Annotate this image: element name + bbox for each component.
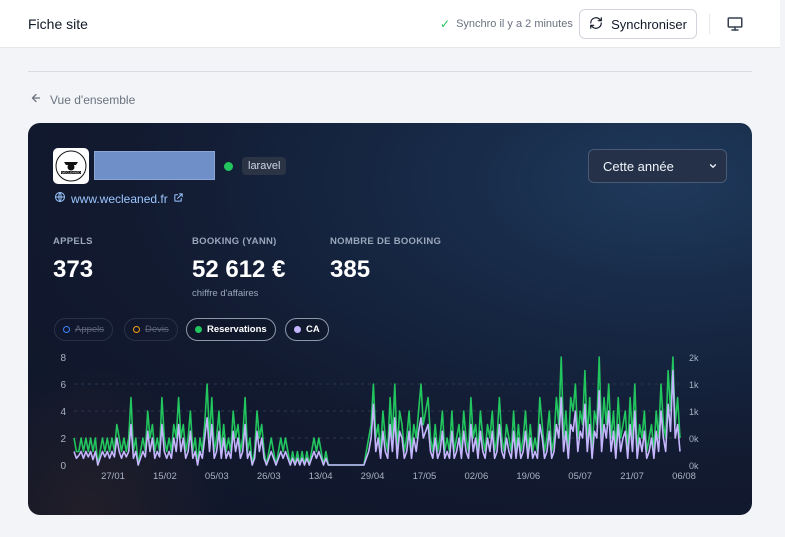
legend-label: Appels: [75, 324, 105, 335]
site-url-link[interactable]: www.wecleaned.fr: [54, 191, 184, 206]
y-tick-label: 6: [60, 380, 66, 391]
x-tick-label: 21/07: [620, 471, 644, 482]
external-link-icon: [173, 192, 184, 206]
page-title: Fiche site: [28, 16, 88, 32]
y2-tick-label: 1k: [689, 380, 699, 390]
site-name-redacted: [94, 151, 215, 180]
y2-tick-label: 1k: [689, 407, 699, 417]
stat-sublabel: chiffre d'affaires: [192, 288, 259, 299]
x-tick-label: 13/04: [309, 471, 333, 482]
legend-dot-icon: [133, 326, 140, 333]
sync-status-text: Synchro il y a 2 minutes: [456, 18, 573, 30]
activity-chart: 0 2 4 6 8 0k 0k 1k 1k 2k 27/01 15/02 05/03 26/03 13/04…: [60, 353, 699, 482]
stat-value: 52 612 €: [192, 256, 286, 283]
legend-label: Reservations: [207, 324, 267, 335]
x-tick-label: 02/06: [464, 471, 488, 482]
y2-tick-label: 0k: [689, 434, 699, 444]
y2-tick-label: 0k: [689, 461, 699, 471]
chevron-down-icon: [708, 159, 718, 174]
section-divider: [28, 71, 752, 72]
x-tick-label: 15/02: [153, 471, 177, 482]
legend-toggle-ca[interactable]: CA: [285, 318, 329, 341]
divider: [709, 14, 710, 34]
status-dot: [224, 162, 233, 171]
legend-label: Devis: [145, 324, 169, 335]
x-tick-label: 05/07: [568, 471, 592, 482]
stat-nombre-booking: NOMBRE DE BOOKING 385: [330, 236, 441, 284]
stat-label: APPELS: [53, 236, 93, 247]
legend-toggle-reservations[interactable]: Reservations: [186, 318, 276, 341]
y-tick-label: 0: [60, 461, 66, 472]
check-icon: ✓: [440, 17, 451, 31]
legend-toggle-appels[interactable]: Appels: [54, 318, 114, 341]
y-tick-label: 2: [60, 434, 66, 445]
period-select-value: Cette année: [603, 158, 674, 174]
x-tick-label: 19/06: [516, 471, 540, 482]
refresh-icon: [589, 16, 603, 33]
stat-appels: APPELS 373: [53, 236, 93, 284]
x-tick-label: 29/04: [361, 471, 385, 482]
y-tick-label: 8: [60, 353, 66, 364]
period-select[interactable]: Cette année: [588, 149, 727, 183]
stat-value: 385: [330, 256, 371, 283]
y2-tick-label: 2k: [689, 353, 699, 363]
series-line-ca: [73, 369, 681, 466]
legend-dot-icon: [195, 326, 202, 333]
arrow-left-icon: [30, 92, 42, 107]
x-tick-label: 05/03: [205, 471, 229, 482]
synchroniser-label: Synchroniser: [611, 16, 687, 32]
stat-value: 373: [53, 256, 94, 283]
site-url: www.wecleaned.fr: [71, 191, 168, 206]
legend-toggle-devis[interactable]: Devis: [124, 318, 178, 341]
scrollbar[interactable]: [780, 0, 785, 537]
synchroniser-button[interactable]: Synchroniser: [579, 9, 697, 39]
x-tick-label: 27/01: [101, 471, 125, 482]
framework-badge: laravel: [242, 157, 287, 175]
sync-status: ✓ Synchro il y a 2 minutes: [440, 17, 573, 31]
stat-label: BOOKING (YANN): [192, 236, 277, 247]
back-link[interactable]: Vue d'ensemble: [30, 92, 135, 107]
back-link-label: Vue d'ensemble: [50, 92, 136, 107]
globe-icon: [54, 191, 66, 206]
site-logo: WECLEANED: [53, 148, 89, 184]
stat-booking: BOOKING (YANN) 52 612 € chiffre d'affair…: [192, 236, 285, 299]
series-line-reservations: [73, 356, 681, 466]
legend-dot-icon: [294, 326, 301, 333]
logo-text: WECLEANED: [61, 171, 81, 175]
x-tick-label: 26/03: [257, 471, 281, 482]
stat-label: NOMBRE DE BOOKING: [330, 236, 442, 247]
site-card: WECLEANED laravel www.wecleaned.fr Cette…: [28, 123, 752, 515]
monitor-icon[interactable]: [726, 15, 744, 33]
x-tick-label: 17/05: [413, 471, 437, 482]
top-bar: Fiche site ✓ Synchro il y a 2 minutes Sy…: [0, 0, 780, 48]
legend-dot-icon: [63, 326, 70, 333]
x-tick-label: 06/08: [672, 471, 696, 482]
legend-label: CA: [306, 324, 320, 335]
y-tick-label: 4: [60, 407, 66, 418]
